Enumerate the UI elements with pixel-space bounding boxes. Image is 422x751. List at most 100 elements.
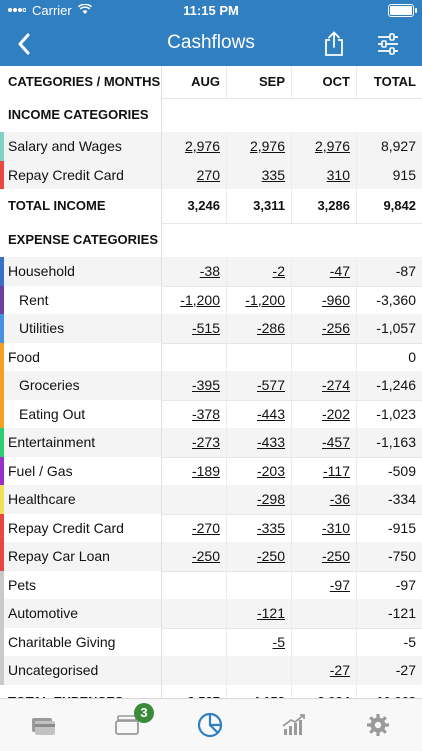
row-total-cell: -750: [357, 542, 422, 571]
tab-settings[interactable]: [364, 711, 392, 739]
month-value-cell[interactable]: 335: [227, 160, 292, 189]
total-value-cell: 3,286: [292, 189, 357, 223]
month-value-cell[interactable]: 2,976: [292, 132, 357, 161]
row-total-cell: 0: [408, 348, 416, 365]
month-value-cell[interactable]: -274: [292, 371, 357, 400]
month-value-cell[interactable]: -1,200: [162, 285, 227, 314]
accounts-icon: [32, 718, 55, 735]
month-value-cell[interactable]: -189: [162, 456, 227, 485]
month-value-cell: [162, 342, 227, 371]
month-value-cell[interactable]: 2,976: [162, 132, 227, 161]
month-value-cell[interactable]: -250: [227, 542, 292, 571]
month-value-cell: [292, 627, 357, 656]
total-value-cell: 3,246: [162, 189, 227, 223]
category-color-bar: [0, 627, 4, 656]
category-label: Healthcare: [0, 485, 162, 514]
month-value-cell[interactable]: -250: [162, 542, 227, 571]
month-value-cell[interactable]: -443: [227, 399, 292, 428]
month-value-cell: [292, 342, 357, 371]
month-value-cell: [227, 570, 292, 599]
month-value-cell[interactable]: -577: [227, 371, 292, 400]
table-row: Groceries -395 -577 -274 -1,246: [0, 371, 422, 401]
grand-total-cell: 9,842: [357, 189, 422, 223]
month-value-cell[interactable]: -121: [227, 599, 292, 628]
month-value-cell[interactable]: -36: [292, 485, 357, 514]
month-value-cell: [162, 599, 227, 628]
month-value-cell[interactable]: 310: [292, 160, 357, 189]
category-color-bar: [0, 542, 4, 571]
expense-section-header: EXPENSE CATEGORIES: [0, 223, 422, 258]
table-row: Pets -97 -97: [0, 570, 422, 600]
month-value-cell[interactable]: -5: [227, 627, 292, 656]
status-time: 11:15 PM: [183, 3, 239, 18]
table-row: Charitable Giving -5 -5: [0, 627, 422, 657]
column-header-month: SEP: [227, 66, 292, 98]
cashflow-table: CATEGORIES / MONTHS AUG SEP OCT TOTAL IN…: [0, 66, 422, 698]
category-label: Fuel / Gas: [0, 456, 162, 485]
tab-trends[interactable]: [280, 711, 308, 739]
category-color-bar: [0, 132, 4, 161]
category-label: Utilities: [0, 314, 162, 343]
category-color-bar: [0, 428, 4, 457]
tab-accounts[interactable]: [29, 711, 57, 739]
category-color-bar: [0, 342, 4, 371]
total-income-row: TOTAL INCOME 3,246 3,311 3,286 9,842: [0, 189, 422, 224]
month-value-cell[interactable]: -38: [162, 257, 227, 286]
month-value-cell[interactable]: -117: [292, 456, 357, 485]
month-value-cell[interactable]: -298: [227, 485, 292, 514]
row-total-cell: 915: [357, 160, 422, 189]
month-value-cell[interactable]: -202: [292, 399, 357, 428]
month-value-cell[interactable]: -27: [292, 656, 357, 685]
tab-reports[interactable]: [196, 711, 224, 739]
back-button[interactable]: [8, 28, 40, 60]
category-label: Rent: [0, 285, 162, 314]
filter-button[interactable]: [372, 28, 404, 60]
month-value-cell[interactable]: -378: [162, 399, 227, 428]
table-row: Eating Out -378 -443 -202 -1,023: [0, 399, 422, 429]
month-value-cell[interactable]: -960: [292, 285, 357, 314]
month-value-cell[interactable]: -250: [292, 542, 357, 571]
income-section-header-label: INCOME CATEGORIES: [0, 98, 162, 132]
month-value-cell[interactable]: -395: [162, 371, 227, 400]
table-header-row: CATEGORIES / MONTHS AUG SEP OCT TOTAL: [0, 66, 422, 99]
column-header-month: AUG: [162, 66, 227, 98]
row-total-cell: -5: [403, 633, 416, 650]
row-total-cell: -1,057: [357, 314, 422, 343]
month-value-cell: [227, 342, 292, 371]
share-icon: [325, 31, 343, 56]
category-label: Household: [0, 257, 162, 286]
column-header-month: OCT: [292, 66, 357, 98]
month-value-cell[interactable]: -433: [227, 428, 292, 457]
month-value-cell[interactable]: -335: [227, 513, 292, 542]
month-value-cell[interactable]: 270: [162, 160, 227, 189]
category-label: Groceries: [0, 371, 162, 400]
category-label: Pets: [0, 570, 162, 599]
month-value-cell[interactable]: -203: [227, 456, 292, 485]
category-color-bar: [0, 570, 4, 599]
month-value-cell[interactable]: -97: [292, 570, 357, 599]
month-value-cell[interactable]: -457: [292, 428, 357, 457]
table-row: Utilities -515 -286 -256 -1,057: [0, 314, 422, 344]
month-value-cell[interactable]: -310: [292, 513, 357, 542]
table-row: Repay Credit Card 270 335 310 915: [0, 160, 422, 190]
month-value-cell: [292, 599, 357, 628]
share-button[interactable]: [318, 28, 350, 60]
month-value-cell[interactable]: -273: [162, 428, 227, 457]
month-value-cell[interactable]: -270: [162, 513, 227, 542]
row-total-cell: -1,023: [376, 405, 416, 422]
table-row: Uncategorised -27 -27: [0, 656, 422, 686]
month-value-cell[interactable]: -1,200: [227, 285, 292, 314]
row-total-cell: -915: [387, 519, 416, 536]
category-label: Eating Out: [0, 399, 162, 428]
month-value-cell[interactable]: -256: [292, 314, 357, 343]
month-value-cell[interactable]: -515: [162, 314, 227, 343]
row-total-cell: -97: [395, 576, 416, 593]
month-value-cell[interactable]: -47: [292, 257, 357, 286]
page-title: Cashflows: [167, 32, 255, 53]
month-value-cell[interactable]: 2,976: [227, 132, 292, 161]
table-row: Household -38 -2 -47 -87: [0, 257, 422, 287]
month-value-cell[interactable]: -286: [227, 314, 292, 343]
month-value-cell[interactable]: -2: [227, 257, 292, 286]
table-row: Automotive -121 -121: [0, 599, 422, 629]
notification-badge: 3: [134, 703, 154, 723]
